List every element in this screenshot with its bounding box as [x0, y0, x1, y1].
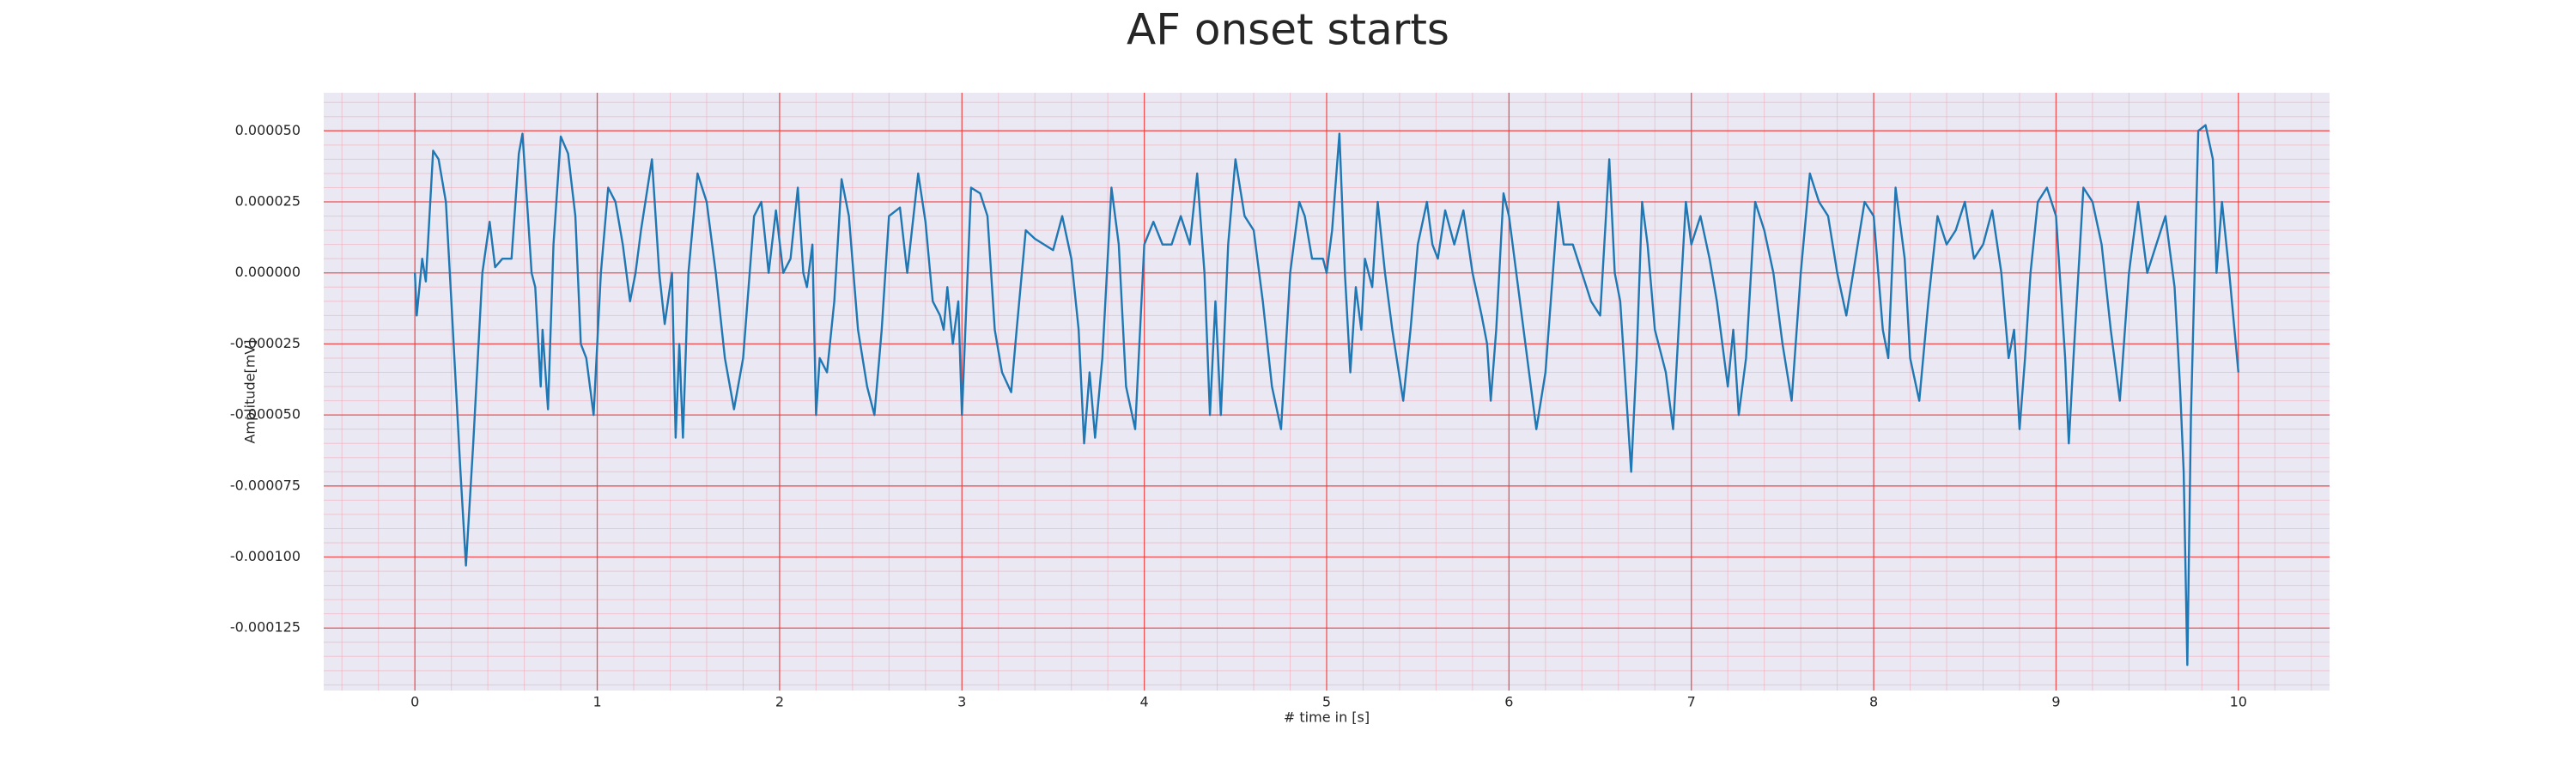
x-tick-label: 9: [2051, 694, 2060, 710]
signal-line: [413, 124, 2240, 666]
x-tick-label: 7: [1687, 694, 1696, 710]
x-tick-label: 5: [1322, 694, 1331, 710]
y-tick-label: 0.000050: [235, 122, 301, 138]
y-tick-label: -0.000100: [230, 548, 301, 564]
y-tick-label: 0.000025: [235, 193, 301, 210]
y-tick-label: -0.000075: [230, 477, 301, 493]
y-tick-label: -0.000125: [230, 619, 301, 636]
x-tick-label: 6: [1504, 694, 1513, 710]
x-tick-label: 2: [775, 694, 784, 710]
x-tick-label: 1: [592, 694, 601, 710]
y-axis-label: Amplitude[mV]: [242, 339, 258, 443]
y-tick-label: -0.000050: [230, 406, 301, 423]
x-tick-label: 10: [2230, 694, 2247, 710]
x-tick-label: 3: [957, 694, 966, 710]
chart-title: AF onset starts: [1127, 5, 1449, 55]
x-tick-label: 8: [1869, 694, 1878, 710]
y-tick-label: -0.000025: [230, 335, 301, 351]
x-tick-label: 4: [1140, 694, 1149, 710]
y-tick-label: 0.000000: [235, 264, 301, 280]
x-axis-label: # time in [s]: [1284, 709, 1370, 726]
x-tick-label: 0: [410, 694, 419, 710]
